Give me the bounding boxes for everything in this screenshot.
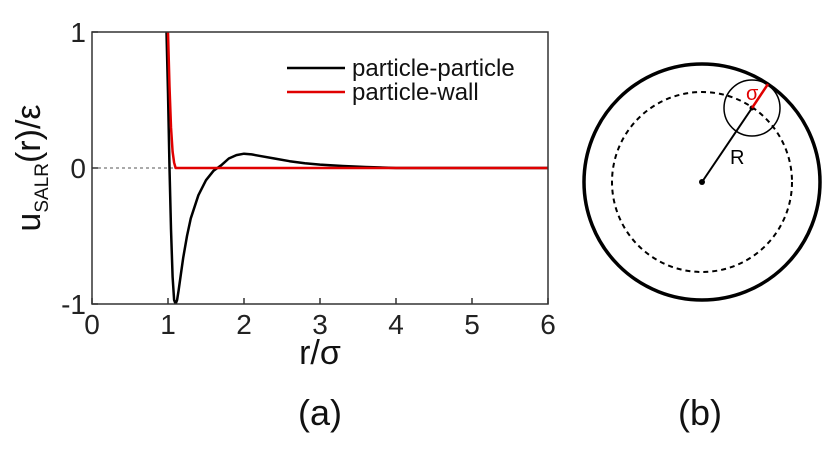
y-axis-label-subscript: SALR — [32, 163, 53, 213]
x-tick-label: 5 — [464, 309, 480, 340]
x-tick-label: 3 — [312, 309, 328, 340]
y-axis-label: uSALR(r)/ε — [10, 104, 53, 231]
y-axis-label-main: u — [10, 213, 48, 232]
radius-label: R — [730, 147, 744, 169]
outer-wall-circle — [582, 62, 822, 302]
series-line-particle-wall — [166, 32, 548, 170]
y-axis-label-tail: (r)/ε — [10, 104, 48, 163]
x-axis-ticks: 0 1 2 3 4 5 6 — [84, 298, 556, 340]
series-layer — [165, 32, 548, 304]
radius-line — [701, 107, 753, 183]
panel-label-b: (b) — [678, 392, 722, 433]
y-tick-label: 1 — [70, 17, 86, 48]
x-tick-label: 2 — [236, 309, 252, 340]
panel-label-a: (a) — [298, 392, 342, 433]
legend-label-particle-wall: particle-wall — [352, 79, 479, 106]
particle-circle — [723, 79, 781, 137]
sigma-line — [750, 83, 770, 109]
y-tick-label: 0 — [70, 153, 86, 184]
legend: particle-particle particle-wall — [287, 55, 515, 106]
y-tick-label: -1 — [61, 289, 86, 320]
confinement-diagram: σ R — [582, 62, 822, 302]
sigma-label: σ — [746, 83, 759, 105]
x-tick-label: 0 — [84, 309, 100, 340]
dashed-radius-circle — [611, 91, 793, 273]
center-point — [699, 179, 705, 185]
legend-label-particle-particle: particle-particle — [352, 55, 515, 82]
x-tick-label: 1 — [160, 309, 176, 340]
x-tick-label: 6 — [540, 309, 556, 340]
x-tick-label: 4 — [388, 309, 404, 340]
y-axis-ticks: -1 0 1 — [61, 17, 98, 320]
x-axis-label: r/σ — [299, 334, 341, 372]
